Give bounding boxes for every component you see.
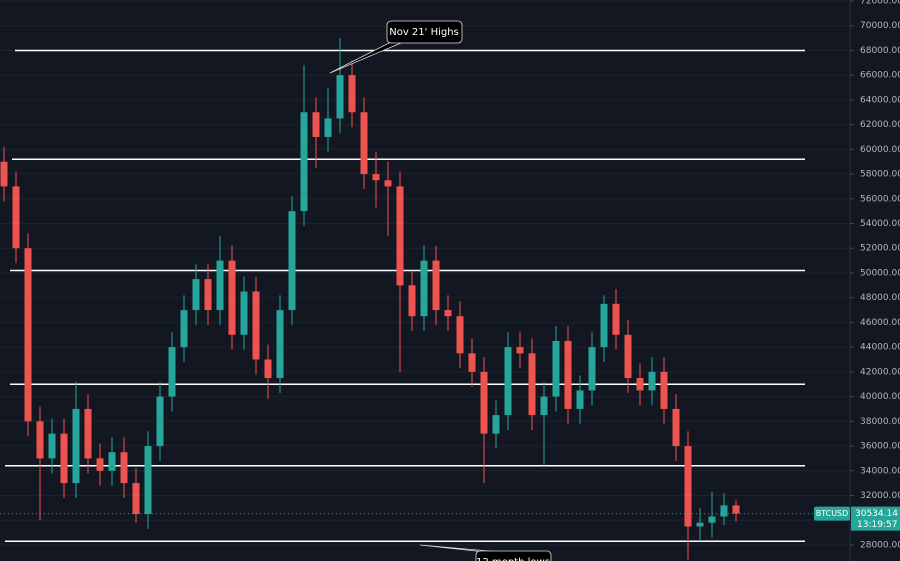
y-tick-label: 32000.00 — [860, 491, 900, 501]
candle-body — [108, 452, 116, 471]
y-tick-label: 62000.00 — [860, 120, 900, 130]
y-tick-label: 54000.00 — [860, 219, 900, 229]
y-tick-label: 68000.00 — [860, 46, 900, 56]
candle-body — [312, 112, 320, 137]
symbol-tag — [814, 506, 850, 521]
candle-body — [684, 446, 692, 527]
candle-body — [564, 340, 572, 409]
symbol-label: BTCUSD — [816, 509, 849, 518]
y-tick-label: 44000.00 — [860, 343, 900, 353]
candle-body — [444, 310, 452, 317]
candle-body — [264, 359, 272, 379]
candle-body — [504, 347, 512, 416]
y-tick-label: 36000.00 — [860, 442, 900, 452]
y-tick-label: 72000.00 — [860, 0, 900, 6]
y-tick-label: 40000.00 — [860, 392, 900, 402]
candle-body — [468, 353, 476, 372]
candle-body — [600, 303, 608, 348]
candle-body — [588, 347, 596, 391]
y-tick-label: 28000.00 — [860, 540, 900, 550]
candle-body — [204, 279, 212, 311]
candle-body — [540, 396, 548, 416]
candle-body — [156, 396, 164, 447]
y-tick-label: 34000.00 — [860, 466, 900, 476]
price-label: 30534.14 — [855, 509, 898, 519]
candle-body — [708, 516, 716, 523]
candle-body — [96, 458, 104, 471]
y-tick-label: 56000.00 — [860, 194, 900, 204]
candle-body — [336, 75, 344, 119]
candle-body — [168, 347, 176, 397]
y-tick-label: 66000.00 — [860, 71, 900, 81]
candle-body — [480, 371, 488, 434]
candle-body — [240, 291, 248, 335]
candle-body — [72, 408, 80, 484]
candle-body — [660, 371, 668, 409]
candle-body — [636, 378, 644, 391]
y-tick-label: 52000.00 — [860, 244, 900, 254]
candle-body — [120, 452, 128, 484]
candle-body — [84, 408, 92, 459]
candle-body — [360, 112, 368, 175]
candle-body — [132, 483, 140, 515]
countdown-label: 13:19:57 — [857, 520, 897, 530]
y-tick-label: 64000.00 — [860, 95, 900, 105]
annotation-label: 12 month lows — [476, 557, 550, 561]
y-tick-label: 50000.00 — [860, 268, 900, 278]
candle-body — [720, 505, 728, 517]
candle-body — [216, 260, 224, 311]
candle-body — [228, 260, 236, 335]
candle-body — [612, 303, 620, 335]
candle-body — [696, 522, 704, 527]
y-tick-label: 38000.00 — [860, 417, 900, 427]
y-tick-label: 60000.00 — [860, 145, 900, 155]
candle-body — [252, 291, 260, 360]
annotation-label: Nov 21' Highs — [389, 27, 459, 38]
callout-box — [386, 20, 463, 44]
candle-body — [192, 279, 200, 311]
candle-body — [348, 75, 356, 113]
candle-body — [12, 186, 20, 249]
candle-body — [648, 371, 656, 391]
candle-body — [180, 310, 188, 348]
price-tag — [851, 506, 900, 531]
candle-body — [576, 390, 584, 409]
candle-body — [396, 186, 404, 286]
candle-body — [624, 334, 632, 379]
candle-body — [300, 112, 308, 212]
candle-body — [24, 248, 32, 422]
candle-body — [0, 161, 8, 187]
candle-body — [456, 316, 464, 354]
candle-body — [384, 180, 392, 187]
y-tick-label: 42000.00 — [860, 367, 900, 377]
candle-body — [492, 415, 500, 434]
candle-body — [672, 408, 680, 447]
candle-body — [552, 340, 560, 397]
y-tick-label: 48000.00 — [860, 293, 900, 303]
y-tick-label: 70000.00 — [860, 21, 900, 31]
candle-body — [36, 421, 44, 459]
candle-body — [516, 347, 524, 354]
candle-body — [420, 260, 428, 317]
candle-body — [432, 260, 440, 311]
candle-body — [528, 353, 536, 416]
candle-body — [48, 433, 56, 459]
candle-body — [60, 433, 68, 484]
candle-body — [408, 285, 416, 317]
candle-body — [372, 174, 380, 181]
candle-body — [276, 310, 284, 379]
callout-box — [475, 550, 552, 561]
y-tick-label: 58000.00 — [860, 170, 900, 180]
candle-body — [144, 446, 152, 515]
candle-body — [324, 118, 332, 137]
candle-body — [732, 505, 740, 514]
candle-body — [288, 211, 296, 311]
y-tick-label: 46000.00 — [860, 318, 900, 328]
